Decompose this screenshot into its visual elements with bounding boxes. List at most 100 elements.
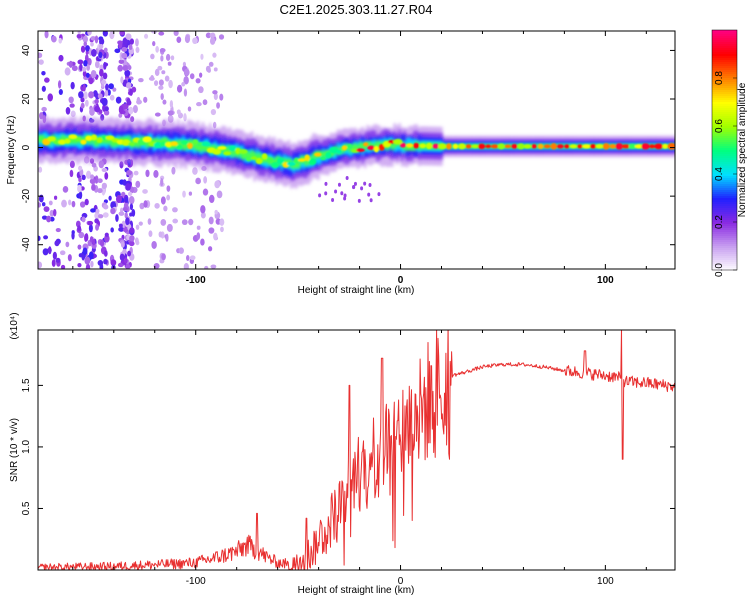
- ridge-cell: [184, 142, 188, 150]
- hotspot: [426, 142, 433, 150]
- hotspot: [217, 146, 227, 150]
- noise-blob: [151, 240, 157, 249]
- noise-blob: [157, 65, 163, 71]
- ridge-cell: [223, 146, 227, 154]
- noise-blob: [44, 77, 50, 83]
- noise-blob: [58, 37, 63, 44]
- noise-blob: [99, 38, 105, 46]
- noise-blob: [98, 43, 104, 49]
- noise-blob: [200, 238, 205, 246]
- spectrogram-panel: -100 0 100 -40 -20 0 20 40 Height of straight …: [6, 30, 676, 296]
- noise-blob: [182, 61, 187, 67]
- noise-blob: [122, 37, 128, 46]
- colorbar-strip: [712, 56, 737, 59]
- noise-blob: [208, 227, 215, 234]
- noise-blob: [103, 250, 108, 257]
- hotspot: [537, 143, 544, 150]
- noise-blob: [91, 184, 96, 191]
- noise-blob: [205, 65, 211, 73]
- noise-blob: [99, 68, 104, 77]
- colorbar-strip: [712, 222, 737, 225]
- colorbar-strip: [712, 38, 737, 41]
- noise-blob: [68, 96, 74, 104]
- noise-blob: [170, 55, 175, 61]
- noise-blob: [135, 224, 140, 230]
- colorbar-strip: [712, 40, 737, 43]
- ridge-cell: [93, 138, 97, 146]
- noise-blob: [78, 191, 83, 200]
- noise-blob: [69, 160, 75, 169]
- y-tick-label: 1.5: [21, 378, 32, 392]
- noise-blob: [128, 44, 133, 50]
- colorbar-strip: [712, 116, 737, 119]
- hotspot: [641, 143, 650, 150]
- noise-blob: [83, 91, 88, 100]
- noise-blob: [154, 202, 160, 209]
- noise-blob: [43, 206, 50, 213]
- hotspot: [564, 144, 570, 149]
- hotspot: [91, 134, 98, 141]
- colorbar-strip: [712, 166, 737, 169]
- noise-blob: [97, 178, 103, 184]
- ridge-cell: [258, 152, 261, 160]
- hotspot: [504, 144, 512, 149]
- noise-blob: [108, 195, 112, 201]
- colorbar-strip: [712, 134, 737, 137]
- noise-blob: [200, 53, 204, 60]
- noise-blob: [102, 72, 108, 80]
- ridge-cell: [358, 142, 362, 149]
- colorbar-strip: [712, 238, 737, 241]
- noise-blob: [353, 181, 357, 186]
- colorbar-strip: [712, 112, 737, 115]
- colorbar-strip: [712, 244, 737, 247]
- noise-blob: [158, 79, 164, 86]
- noise-blob: [101, 79, 107, 85]
- noise-blob: [104, 90, 109, 97]
- hotspot: [662, 143, 668, 149]
- noise-blob: [109, 94, 115, 101]
- ridge-cell: [408, 137, 411, 149]
- noise-blob: [343, 196, 347, 201]
- hotspot: [378, 144, 385, 151]
- noise-blob: [181, 82, 186, 87]
- hotspot: [452, 143, 459, 149]
- noise-blob: [213, 232, 218, 241]
- colorbar-strip: [712, 260, 737, 263]
- noise-blob: [97, 188, 103, 194]
- noise-blob: [189, 73, 195, 80]
- hotspot: [609, 144, 617, 149]
- noise-blob: [183, 263, 189, 269]
- hotspot: [308, 158, 317, 165]
- noise-blob: [125, 217, 130, 226]
- noise-blob: [202, 188, 209, 196]
- noise-blob: [183, 88, 188, 97]
- noise-blob: [158, 231, 163, 238]
- colorbar-ticks: 0.0 0.2 0.4 0.6 0.8: [714, 71, 737, 277]
- colorbar-strip: [712, 206, 737, 209]
- ridge-cell: [275, 156, 279, 164]
- colorbar-strip: [712, 132, 737, 135]
- hotspot: [356, 148, 365, 153]
- noise-blob: [51, 35, 57, 43]
- noise-blob: [117, 64, 124, 72]
- noise-blob: [101, 97, 108, 106]
- noise-blob: [128, 196, 135, 205]
- colorbar-strip: [712, 204, 737, 207]
- ridge-cell: [255, 154, 259, 162]
- hotspot: [245, 156, 252, 162]
- colorbar-strip: [712, 220, 737, 223]
- colorbar-strip: [712, 128, 737, 131]
- colorbar: 0.0 0.2 0.4 0.6 0.8 Normalized spectral ampl…: [711, 29, 748, 277]
- noise-blob: [178, 247, 184, 254]
- colorbar-tick-label: 0.8: [714, 71, 725, 85]
- noise-blob: [195, 177, 201, 185]
- noise-blob: [124, 212, 128, 219]
- noise-blob: [212, 121, 217, 129]
- noise-blob: [94, 175, 99, 184]
- noise-blob: [169, 100, 174, 109]
- noise-blob: [210, 264, 217, 269]
- noise-blob: [160, 219, 167, 226]
- colorbar-strip: [712, 138, 737, 141]
- hotspot: [363, 142, 369, 147]
